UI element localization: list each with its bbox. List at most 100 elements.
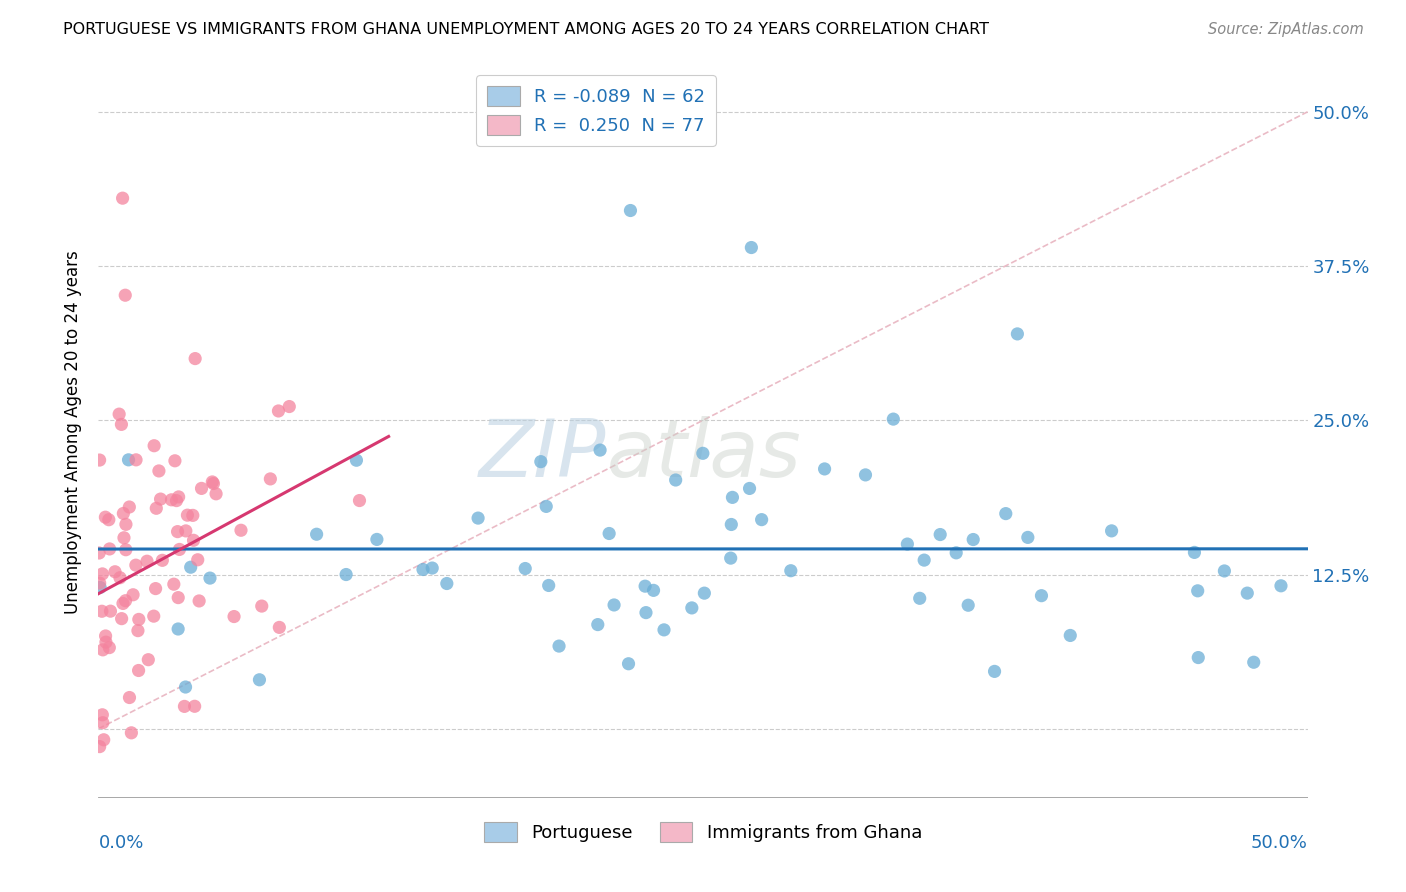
Point	[114, 288, 136, 302]
Point	[720, 517, 742, 532]
Point	[160, 492, 183, 507]
Point	[128, 612, 150, 626]
Point	[912, 553, 935, 567]
Point	[187, 553, 209, 567]
Point	[110, 417, 132, 432]
Point	[1184, 545, 1206, 559]
Point	[127, 624, 149, 638]
Point	[117, 453, 139, 467]
Text: atlas: atlas	[606, 416, 801, 494]
Point	[855, 467, 877, 482]
Point	[1187, 650, 1209, 665]
Point	[205, 487, 228, 501]
Point	[111, 597, 134, 611]
Point	[94, 510, 117, 524]
Point	[1243, 655, 1265, 669]
Point	[176, 508, 198, 523]
Point	[118, 690, 141, 705]
Point	[148, 464, 170, 478]
Point	[149, 492, 172, 507]
Y-axis label: Unemployment Among Ages 20 to 24 years: Unemployment Among Ages 20 to 24 years	[65, 251, 83, 615]
Point	[250, 599, 273, 613]
Point	[183, 699, 205, 714]
Point	[598, 526, 620, 541]
Point	[112, 531, 135, 545]
Point	[720, 551, 742, 566]
Point	[983, 665, 1005, 679]
Point	[346, 453, 368, 467]
Point	[305, 527, 328, 541]
Point	[167, 591, 190, 605]
Point	[259, 472, 281, 486]
Point	[896, 537, 918, 551]
Point	[108, 407, 131, 421]
Point	[586, 617, 609, 632]
Point	[111, 191, 134, 205]
Point	[366, 533, 388, 547]
Point	[634, 606, 657, 620]
Point	[665, 473, 688, 487]
Point	[91, 707, 114, 722]
Point	[436, 576, 458, 591]
Point	[184, 351, 207, 366]
Point	[643, 583, 665, 598]
Point	[530, 455, 553, 469]
Point	[108, 571, 131, 585]
Point	[94, 635, 117, 649]
Point	[929, 527, 952, 541]
Point	[1213, 564, 1236, 578]
Point	[166, 493, 188, 508]
Point	[143, 439, 166, 453]
Point	[114, 593, 136, 607]
Point	[1031, 589, 1053, 603]
Point	[111, 612, 134, 626]
Point	[1187, 583, 1209, 598]
Point	[634, 579, 657, 593]
Point	[202, 476, 225, 491]
Point	[589, 443, 612, 458]
Point	[249, 673, 271, 687]
Point	[269, 620, 291, 634]
Point	[908, 591, 931, 606]
Point	[1236, 586, 1258, 600]
Point	[278, 400, 301, 414]
Point	[125, 558, 148, 573]
Point	[188, 594, 211, 608]
Point	[412, 562, 434, 576]
Point	[1007, 326, 1029, 341]
Point	[89, 576, 111, 591]
Point	[145, 582, 167, 596]
Point	[118, 500, 141, 514]
Point	[98, 640, 121, 655]
Point	[721, 491, 744, 505]
Point	[136, 653, 159, 667]
Point	[174, 524, 197, 538]
Point	[652, 623, 675, 637]
Point	[1101, 524, 1123, 538]
Point	[91, 566, 114, 581]
Point	[142, 609, 165, 624]
Text: 50.0%: 50.0%	[1251, 834, 1308, 852]
Point	[163, 577, 186, 591]
Point	[169, 542, 191, 557]
Point	[536, 500, 558, 514]
Point	[122, 588, 145, 602]
Point	[548, 639, 571, 653]
Point	[738, 482, 761, 496]
Point	[97, 513, 120, 527]
Point	[1017, 530, 1039, 544]
Point	[751, 513, 773, 527]
Point	[693, 586, 716, 600]
Point	[681, 601, 703, 615]
Text: PORTUGUESE VS IMMIGRANTS FROM GHANA UNEMPLOYMENT AMONG AGES 20 TO 24 YEARS CORRE: PORTUGUESE VS IMMIGRANTS FROM GHANA UNEM…	[63, 22, 990, 37]
Point	[779, 564, 801, 578]
Point	[198, 571, 221, 585]
Point	[692, 446, 714, 460]
Point	[882, 412, 904, 426]
Legend: Portuguese, Immigrants from Ghana: Portuguese, Immigrants from Ghana	[477, 815, 929, 849]
Point	[120, 726, 142, 740]
Point	[945, 546, 967, 560]
Point	[98, 541, 121, 556]
Point	[89, 453, 111, 467]
Point	[93, 732, 115, 747]
